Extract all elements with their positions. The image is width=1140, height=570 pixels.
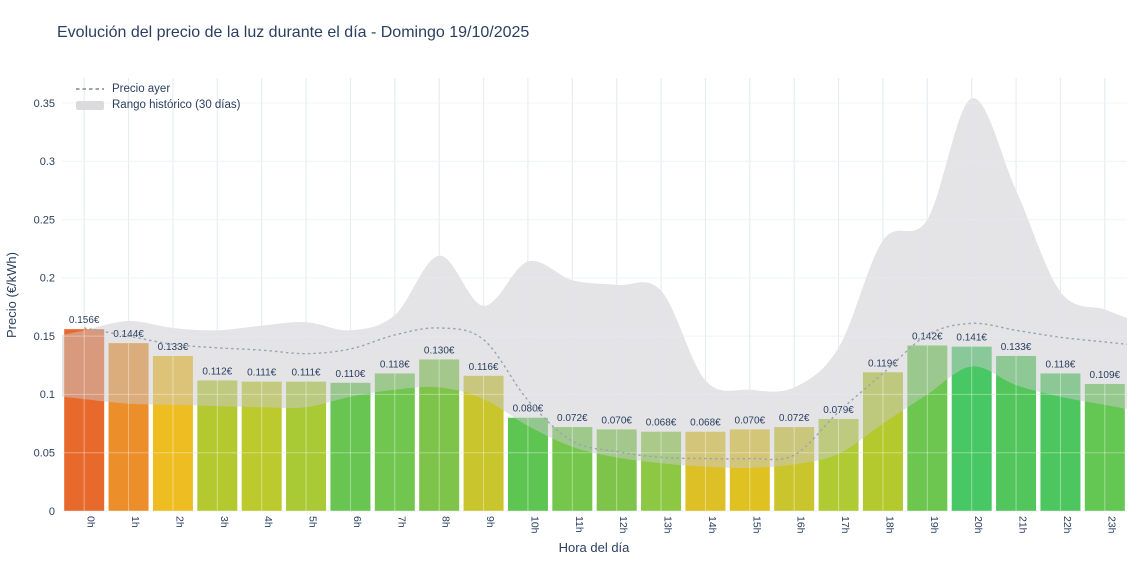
historical-range-band [62,98,1127,468]
y-tick-label: 0.2 [40,273,55,285]
x-tick-label-15h: 15h [750,516,762,534]
x-tick-label-22h: 22h [1061,516,1073,534]
x-tick-label-23h: 23h [1105,516,1117,534]
y-tick-label: 0.35 [34,98,55,110]
chart-title: Evolución del precio de la luz durante e… [57,24,530,41]
x-axis-tick-labels: 0h 1h 2h 3h 4h 5h 6h 7h 8h 9h 10h 11h 12h 13h 14h 15h 16… [85,516,1118,534]
bar-value-label: 0.142€ [912,331,943,342]
bar-value-label: 0.144€ [113,329,144,340]
price-bar-7h[interactable] [374,373,415,511]
y-tick-label: 0.3 [40,156,55,168]
price-bar-10h[interactable] [507,417,548,511]
bar-value-label: 0.068€ [690,418,721,429]
band-swatch [76,100,104,110]
y-tick-label: 0.15 [34,331,55,343]
x-tick-label-4h: 4h [262,516,274,528]
x-tick-label-0h: 0h [85,516,97,528]
bar-value-label: 0.111€ [247,368,277,379]
bar-value-label: 0.118€ [380,359,410,370]
bar-value-label: 0.079€ [823,405,854,416]
x-tick-label-17h: 17h [839,516,851,534]
x-axis-title: Hora del día [559,540,631,555]
x-tick-label-11h: 11h [573,516,585,533]
x-tick-label-7h: 7h [395,516,407,528]
bar-value-label: 0.116€ [469,362,499,373]
y-tick-label: 0 [49,506,55,518]
x-tick-label-8h: 8h [440,516,452,528]
bar-value-label: 0.156€ [69,315,100,326]
legend-item-precio-ayer[interactable]: Precio ayer [76,83,240,95]
x-tick-label-21h: 21h [1017,516,1029,534]
y-axis-tick-labels: 0 0.05 0.1 0.15 0.2 0.25 0.3 0.35 [34,98,55,518]
x-tick-label-14h: 14h [706,516,718,534]
price-bar-20h[interactable] [951,346,992,511]
legend-item-rango-historico[interactable]: Rango histórico (30 días) [76,99,240,111]
x-tick-label-5h: 5h [307,516,319,528]
y-tick-label: 0.1 [40,389,55,401]
dashed-line-swatch [76,88,104,90]
y-axis-title: Precio (€/kWh) [4,252,19,338]
x-tick-label-2h: 2h [173,516,185,528]
bar-value-label: 0.070€ [735,415,766,426]
precio-ayer-line [84,322,1128,461]
legend: Precio ayer Rango histórico (30 días) [76,83,240,111]
x-tick-label-9h: 9h [484,516,496,528]
bar-value-label: 0.072€ [779,413,810,424]
x-tick-label-10h: 10h [528,516,540,534]
bar-value-label: 0.133€ [158,342,189,353]
price-bar-6h[interactable] [330,382,371,511]
bar-value-label: 0.072€ [557,413,588,424]
bar-value-label: 0.068€ [646,418,677,429]
bar-value-label: 0.080€ [513,404,544,415]
x-tick-label-18h: 18h [883,516,895,534]
bar-value-label: 0.141€ [956,333,987,344]
x-tick-label-19h: 19h [928,516,940,534]
y-tick-label: 0.05 [34,448,55,460]
x-tick-label-13h: 13h [662,516,674,534]
bar-value-labels: 0.156€ 0.144€ 0.133€ 0.112€ 0.111€ 0.111€ 0.11… [69,315,1121,429]
x-tick-label-12h: 12h [617,516,629,534]
x-tick-label-16h: 16h [795,516,807,534]
x-tick-label-1h: 1h [129,516,141,528]
bar-value-label: 0.070€ [601,415,632,426]
y-tick-label: 0.25 [34,214,55,226]
gridline-overlay [62,78,1127,512]
bar-value-label: 0.112€ [202,366,232,377]
bar-value-label: 0.119€ [868,358,898,369]
bar-value-label: 0.111€ [292,368,322,379]
legend-label-rango-historico: Rango histórico (30 días) [112,99,241,111]
bar-value-label: 0.133€ [1001,342,1032,353]
bar-value-label: 0.130€ [424,345,455,356]
x-tick-label-3h: 3h [218,516,230,528]
x-tick-label-6h: 6h [351,516,363,528]
bar-value-label: 0.109€ [1090,370,1121,381]
legend-label-precio-ayer: Precio ayer [112,83,171,95]
x-tick-label-20h: 20h [972,516,984,534]
bar-value-label: 0.118€ [1046,359,1076,370]
bar-value-label: 0.110€ [336,369,366,380]
